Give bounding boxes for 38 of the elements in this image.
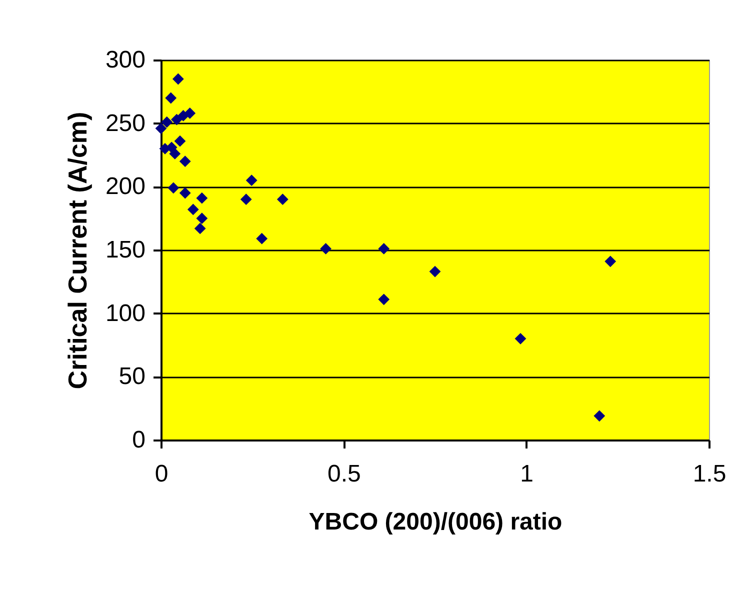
x-axis-title: YBCO (200)/(006) ratio — [308, 508, 562, 536]
point — [604, 256, 616, 268]
point — [246, 174, 258, 186]
point — [378, 294, 390, 306]
point — [276, 194, 288, 206]
point — [187, 204, 199, 216]
point — [171, 114, 182, 126]
point — [172, 73, 184, 85]
y-tick-label: 50 — [118, 363, 146, 390]
point — [378, 243, 390, 254]
y-tick-label: 250 — [105, 110, 146, 137]
point — [194, 222, 206, 234]
x-tick-label: 0 — [154, 460, 168, 488]
x-tick-label: 1.5 — [692, 460, 726, 488]
point — [240, 194, 252, 206]
x-tick-label: 0.5 — [327, 460, 361, 488]
point — [256, 232, 268, 244]
x-tick-label: 1 — [520, 460, 534, 488]
point — [514, 332, 526, 344]
point — [165, 92, 177, 104]
point — [161, 116, 173, 128]
y-tick-label: 150 — [105, 236, 146, 264]
point — [168, 182, 180, 194]
point — [196, 212, 208, 224]
point — [174, 135, 186, 147]
y-tick-label: 0 — [132, 426, 146, 454]
point — [179, 187, 191, 199]
y-tick-label: 300 — [105, 46, 146, 74]
y-axis-title: Critical Current (A/cm) — [62, 112, 92, 390]
point — [429, 266, 441, 278]
y-tick-label: 100 — [105, 300, 146, 327]
point — [320, 243, 332, 254]
point — [179, 156, 191, 168]
point — [169, 148, 181, 160]
y-tick-label: 200 — [105, 173, 146, 200]
point — [196, 192, 208, 204]
point — [178, 110, 189, 122]
point — [594, 410, 606, 422]
